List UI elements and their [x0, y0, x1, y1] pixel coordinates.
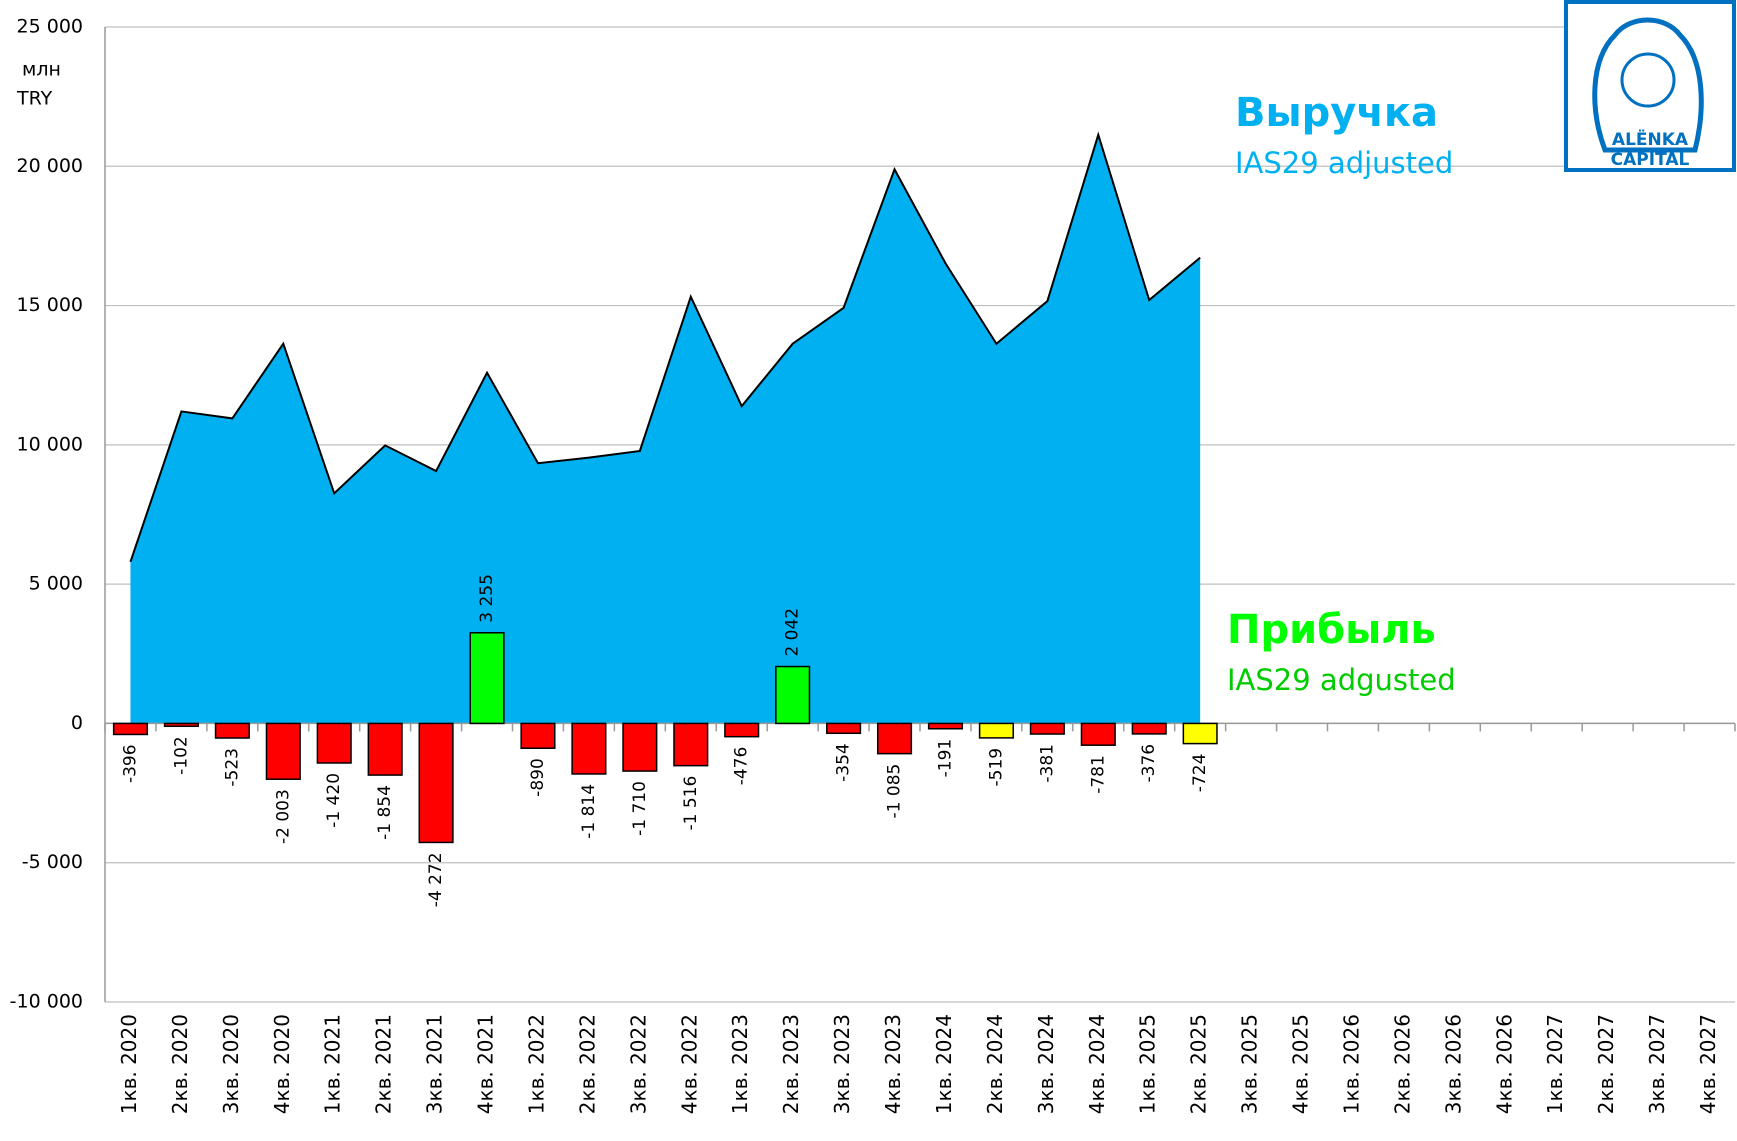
bar [826, 722, 862, 735]
x-tick-label: 1кв. 2025 [1136, 1014, 1160, 1114]
y-tick-label: -10 000 [10, 991, 83, 1013]
bar [876, 722, 913, 755]
data-label: -1 710 [630, 781, 650, 836]
y-unit: млн [22, 59, 61, 81]
x-tick-label: 1кв. 2020 [117, 1014, 141, 1114]
x-tick-label: 2кв. 2021 [372, 1014, 396, 1114]
logo-text: ALЁNKA [1612, 128, 1689, 150]
data-label: 3 255 [477, 574, 497, 623]
x-tick-label: 2кв. 2022 [575, 1014, 599, 1114]
bar [520, 722, 556, 749]
data-label: -376 [1139, 744, 1159, 783]
y-tick-label: 10 000 [17, 433, 83, 455]
bar [673, 722, 709, 767]
data-label: -191 [935, 739, 955, 778]
x-tick-label: 4кв. 2026 [1492, 1014, 1516, 1114]
series-label: Выручка [1235, 90, 1438, 136]
x-tick-label: 1кв. 2023 [728, 1014, 752, 1114]
x-tick-label: 1кв. 2024 [932, 1014, 956, 1114]
x-tick-label: 3кв. 2022 [626, 1014, 650, 1114]
x-tick-label: 2кв. 2025 [1187, 1014, 1211, 1114]
data-label: -519 [986, 748, 1006, 787]
data-label: -890 [528, 758, 548, 797]
bar [469, 632, 505, 725]
bar [418, 722, 454, 844]
data-label: -781 [1088, 755, 1108, 794]
x-tick-label: 3кв. 2025 [1238, 1014, 1262, 1114]
data-label: -381 [1037, 744, 1057, 783]
bar [1029, 722, 1065, 735]
bar [367, 722, 403, 776]
area-line [129, 131, 1201, 563]
x-tick-label: 2кв. 2023 [779, 1014, 803, 1114]
bar [1182, 722, 1218, 745]
area-fill [130, 134, 1201, 724]
bar [1131, 722, 1167, 735]
x-tick-label: 2кв. 2020 [168, 1014, 192, 1114]
x-tick-label: 4кв. 2020 [270, 1014, 294, 1114]
data-label: -102 [171, 736, 191, 775]
bar [214, 722, 250, 739]
y-tick-label: 20 000 [17, 155, 83, 177]
x-tick-label: 2кв. 2024 [983, 1014, 1007, 1114]
data-label: -1 516 [681, 776, 701, 831]
logo: ALЁNKA CAPITAL [1564, 0, 1736, 172]
bar [927, 722, 964, 730]
data-label: -1 085 [885, 764, 905, 819]
bar [265, 722, 301, 780]
data-label: -724 [1190, 754, 1210, 793]
x-tick-label: 3кв. 2021 [423, 1014, 447, 1114]
y-tick-label: 15 000 [17, 294, 83, 316]
data-label: -1 420 [324, 773, 344, 828]
x-tick-label: 1кв. 2026 [1339, 1014, 1363, 1114]
data-label: 2 042 [783, 608, 803, 657]
bar [163, 722, 199, 728]
x-tick-label: 1кв. 2022 [524, 1014, 548, 1114]
y-tick-label: -5 000 [22, 851, 83, 873]
y-tick-label: 5 000 [29, 573, 83, 595]
data-label: -4 272 [426, 852, 446, 907]
x-tick-label: 1кв. 2027 [1543, 1014, 1567, 1114]
series-label: Прибыль [1227, 607, 1436, 653]
data-label: -396 [120, 744, 140, 783]
data-label: -2 003 [273, 789, 293, 844]
x-tick-label: 4кв. 2027 [1696, 1014, 1720, 1114]
x-tick-label: 4кв. 2021 [474, 1014, 498, 1114]
x-tick-label: 3кв. 2023 [830, 1014, 854, 1114]
bar [1080, 722, 1116, 746]
logo-doll [1592, 17, 1704, 153]
y-unit: TRY [16, 88, 53, 110]
bar [112, 722, 149, 736]
y-tick-label: 0 [71, 712, 83, 734]
x-tick-label: 3кв. 2024 [1034, 1014, 1058, 1114]
series-subtitle: IAS29 adjusted [1235, 146, 1453, 180]
x-tick-label: 4кв. 2025 [1289, 1014, 1313, 1114]
x-tick-label: 4кв. 2024 [1085, 1014, 1109, 1114]
x-tick-label: 4кв. 2023 [881, 1014, 905, 1114]
data-label: -476 [732, 747, 752, 786]
logo-face [1620, 52, 1676, 108]
bar [724, 722, 760, 738]
data-label: -1 854 [375, 785, 395, 840]
bar [316, 722, 352, 764]
x-tick-label: 4кв. 2022 [677, 1014, 701, 1114]
bar [571, 722, 607, 775]
x-tick-label: 3кв. 2027 [1645, 1014, 1669, 1114]
data-label: -354 [834, 743, 854, 782]
y-tick-label: 25 000 [17, 16, 83, 38]
bar [622, 722, 658, 772]
data-label: -1 814 [579, 784, 599, 839]
x-tick-label: 3кв. 2026 [1441, 1014, 1465, 1114]
series-subtitle: IAS29 adgusted [1227, 663, 1456, 697]
x-tick-label: 1кв. 2021 [321, 1014, 345, 1114]
x-tick-label: 2кв. 2026 [1390, 1014, 1414, 1114]
x-tick-label: 3кв. 2020 [219, 1014, 243, 1114]
data-label: -523 [222, 748, 242, 787]
logo-text: CAPITAL [1611, 150, 1690, 170]
x-tick-label: 2кв. 2027 [1594, 1014, 1618, 1114]
bar [775, 665, 811, 725]
bar [978, 722, 1014, 739]
